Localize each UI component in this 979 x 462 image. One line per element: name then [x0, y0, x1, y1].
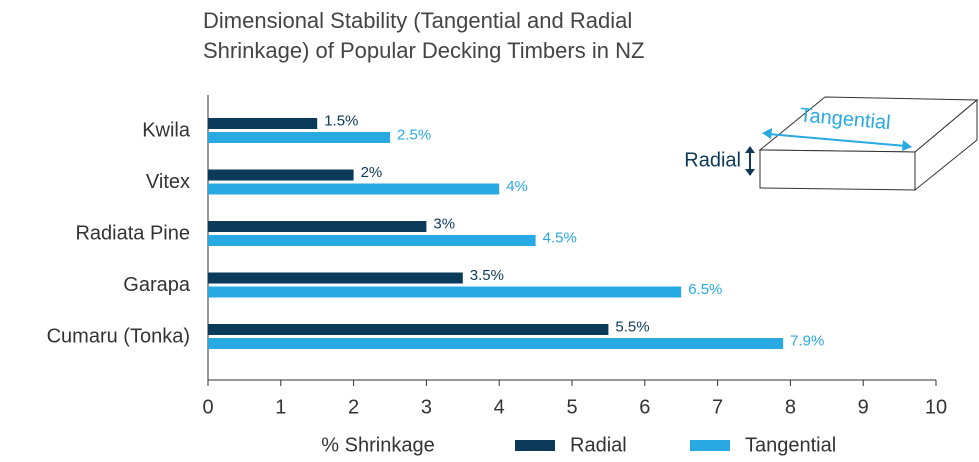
chart-title: Dimensional Stability (Tangential and Ra…	[203, 8, 632, 33]
bar	[208, 132, 390, 143]
value-label: 4%	[506, 178, 528, 195]
x-tick-label: 0	[202, 396, 213, 418]
value-label: 4.5%	[543, 229, 577, 246]
bar	[208, 235, 536, 246]
bar	[208, 170, 354, 181]
legend-swatch	[515, 440, 555, 451]
value-label: 2.5%	[397, 126, 431, 143]
annotation: Radial	[684, 149, 741, 171]
x-tick-label: 1	[275, 396, 286, 418]
legend-label: Tangential	[745, 434, 836, 456]
x-tick-label: 10	[925, 396, 947, 418]
chart: Dimensional Stability (Tangential and Ra…	[0, 0, 979, 462]
radial-arrow	[745, 146, 755, 176]
y-tick-label: Cumaru (Tonka)	[47, 325, 190, 347]
bar	[208, 118, 317, 129]
board-front	[760, 150, 915, 190]
legend-swatch	[690, 440, 730, 451]
y-tick-label: Radiata Pine	[75, 222, 190, 244]
value-label: 3%	[433, 215, 455, 232]
bar	[208, 324, 608, 335]
value-label: 7.9%	[790, 332, 824, 349]
y-tick-label: Kwila	[142, 119, 191, 141]
y-tick-label: Garapa	[123, 274, 191, 296]
chart-title: Shrinkage) of Popular Decking Timbers in…	[203, 38, 644, 63]
x-tick-label: 2	[348, 396, 359, 418]
x-tick-label: 6	[639, 396, 650, 418]
value-label: 3.5%	[470, 267, 504, 284]
bar	[208, 184, 499, 195]
value-label: 6.5%	[688, 281, 722, 298]
x-tick-label: 5	[566, 396, 577, 418]
x-tick-label: 4	[494, 396, 505, 418]
legend-label: Radial	[570, 434, 627, 456]
x-tick-label: 8	[785, 396, 796, 418]
x-axis-label: % Shrinkage	[321, 434, 434, 456]
bar	[208, 221, 426, 232]
x-tick-label: 3	[421, 396, 432, 418]
value-label: 1.5%	[324, 112, 358, 129]
bar	[208, 287, 681, 298]
value-label: 2%	[361, 164, 383, 181]
value-label: 5.5%	[615, 318, 649, 335]
bar	[208, 338, 783, 349]
y-tick-label: Vitex	[146, 171, 190, 193]
x-tick-label: 7	[712, 396, 723, 418]
bar	[208, 273, 463, 284]
x-tick-label: 9	[858, 396, 869, 418]
